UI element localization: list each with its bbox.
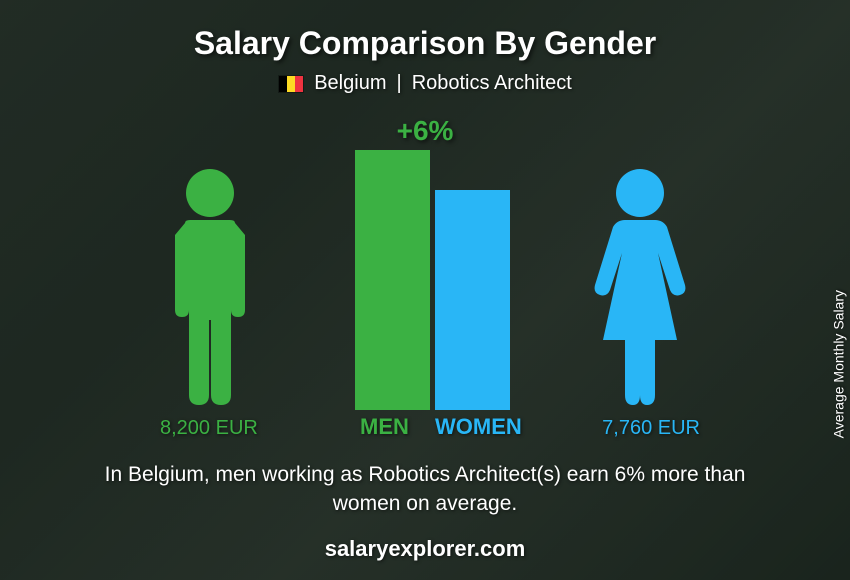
men-label: MEN xyxy=(360,414,409,440)
delta-label: +6% xyxy=(397,115,454,147)
women-bar xyxy=(435,190,510,410)
flag-stripe xyxy=(295,76,303,92)
page-title: Salary Comparison By Gender xyxy=(40,25,810,62)
subtitle: Belgium | Robotics Architect xyxy=(40,72,810,95)
separator: | xyxy=(396,72,401,95)
women-salary: 7,760 EUR xyxy=(602,417,700,440)
summary-text: In Belgium, men working as Robotics Arch… xyxy=(40,460,810,519)
y-axis-label: Average Monthly Salary xyxy=(830,290,846,438)
belgium-flag-icon xyxy=(278,75,304,93)
female-figure-icon xyxy=(575,165,705,410)
role-label: Robotics Architect xyxy=(412,72,572,95)
women-label: WOMEN xyxy=(435,414,522,440)
flag-stripe xyxy=(279,76,287,92)
men-salary: 8,200 EUR xyxy=(160,417,258,440)
men-bar xyxy=(355,150,430,410)
flag-stripe xyxy=(287,76,295,92)
footer-source: salaryexplorer.com xyxy=(0,536,850,562)
chart-area: +6% 8,200 EUR MEN WOMEN 7,760 EUR xyxy=(125,115,725,445)
country-label: Belgium xyxy=(314,72,386,95)
male-figure-icon xyxy=(145,165,275,410)
